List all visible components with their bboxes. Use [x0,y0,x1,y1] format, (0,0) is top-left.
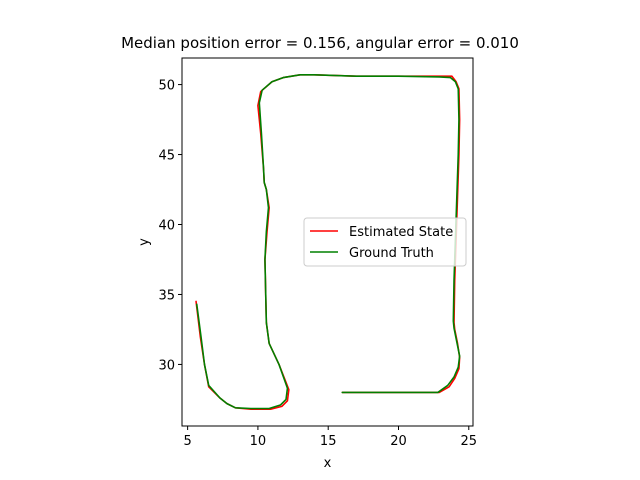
y-axis: 30 35 40 45 50 [158,79,182,373]
x-axis: 5 10 15 20 25 [183,426,477,449]
y-axis-label: y [137,238,152,246]
y-tick-label: 35 [158,288,175,303]
legend-label-ground-truth: Ground Truth [349,246,434,261]
chart-title: Median position error = 0.156, angular e… [121,34,519,52]
series-layer [195,73,461,411]
series-line-ground-truth [195,73,461,410]
x-axis-label: x [324,456,332,471]
x-tick-label: 15 [320,434,337,449]
y-tick-label: 45 [158,149,175,164]
y-tick-label: 40 [158,219,175,234]
y-tick-label: 30 [158,358,175,373]
legend-label-estimated-state: Estimated State [349,225,453,240]
plot-area-border [181,57,474,427]
x-tick-label: 25 [461,434,478,449]
legend-box [303,217,467,267]
y-tick-label: 50 [158,79,175,94]
legend: Estimated State Ground Truth [303,217,467,267]
x-tick-label: 20 [390,434,407,449]
x-tick-label: 5 [183,434,191,449]
x-tick-label: 10 [250,434,267,449]
